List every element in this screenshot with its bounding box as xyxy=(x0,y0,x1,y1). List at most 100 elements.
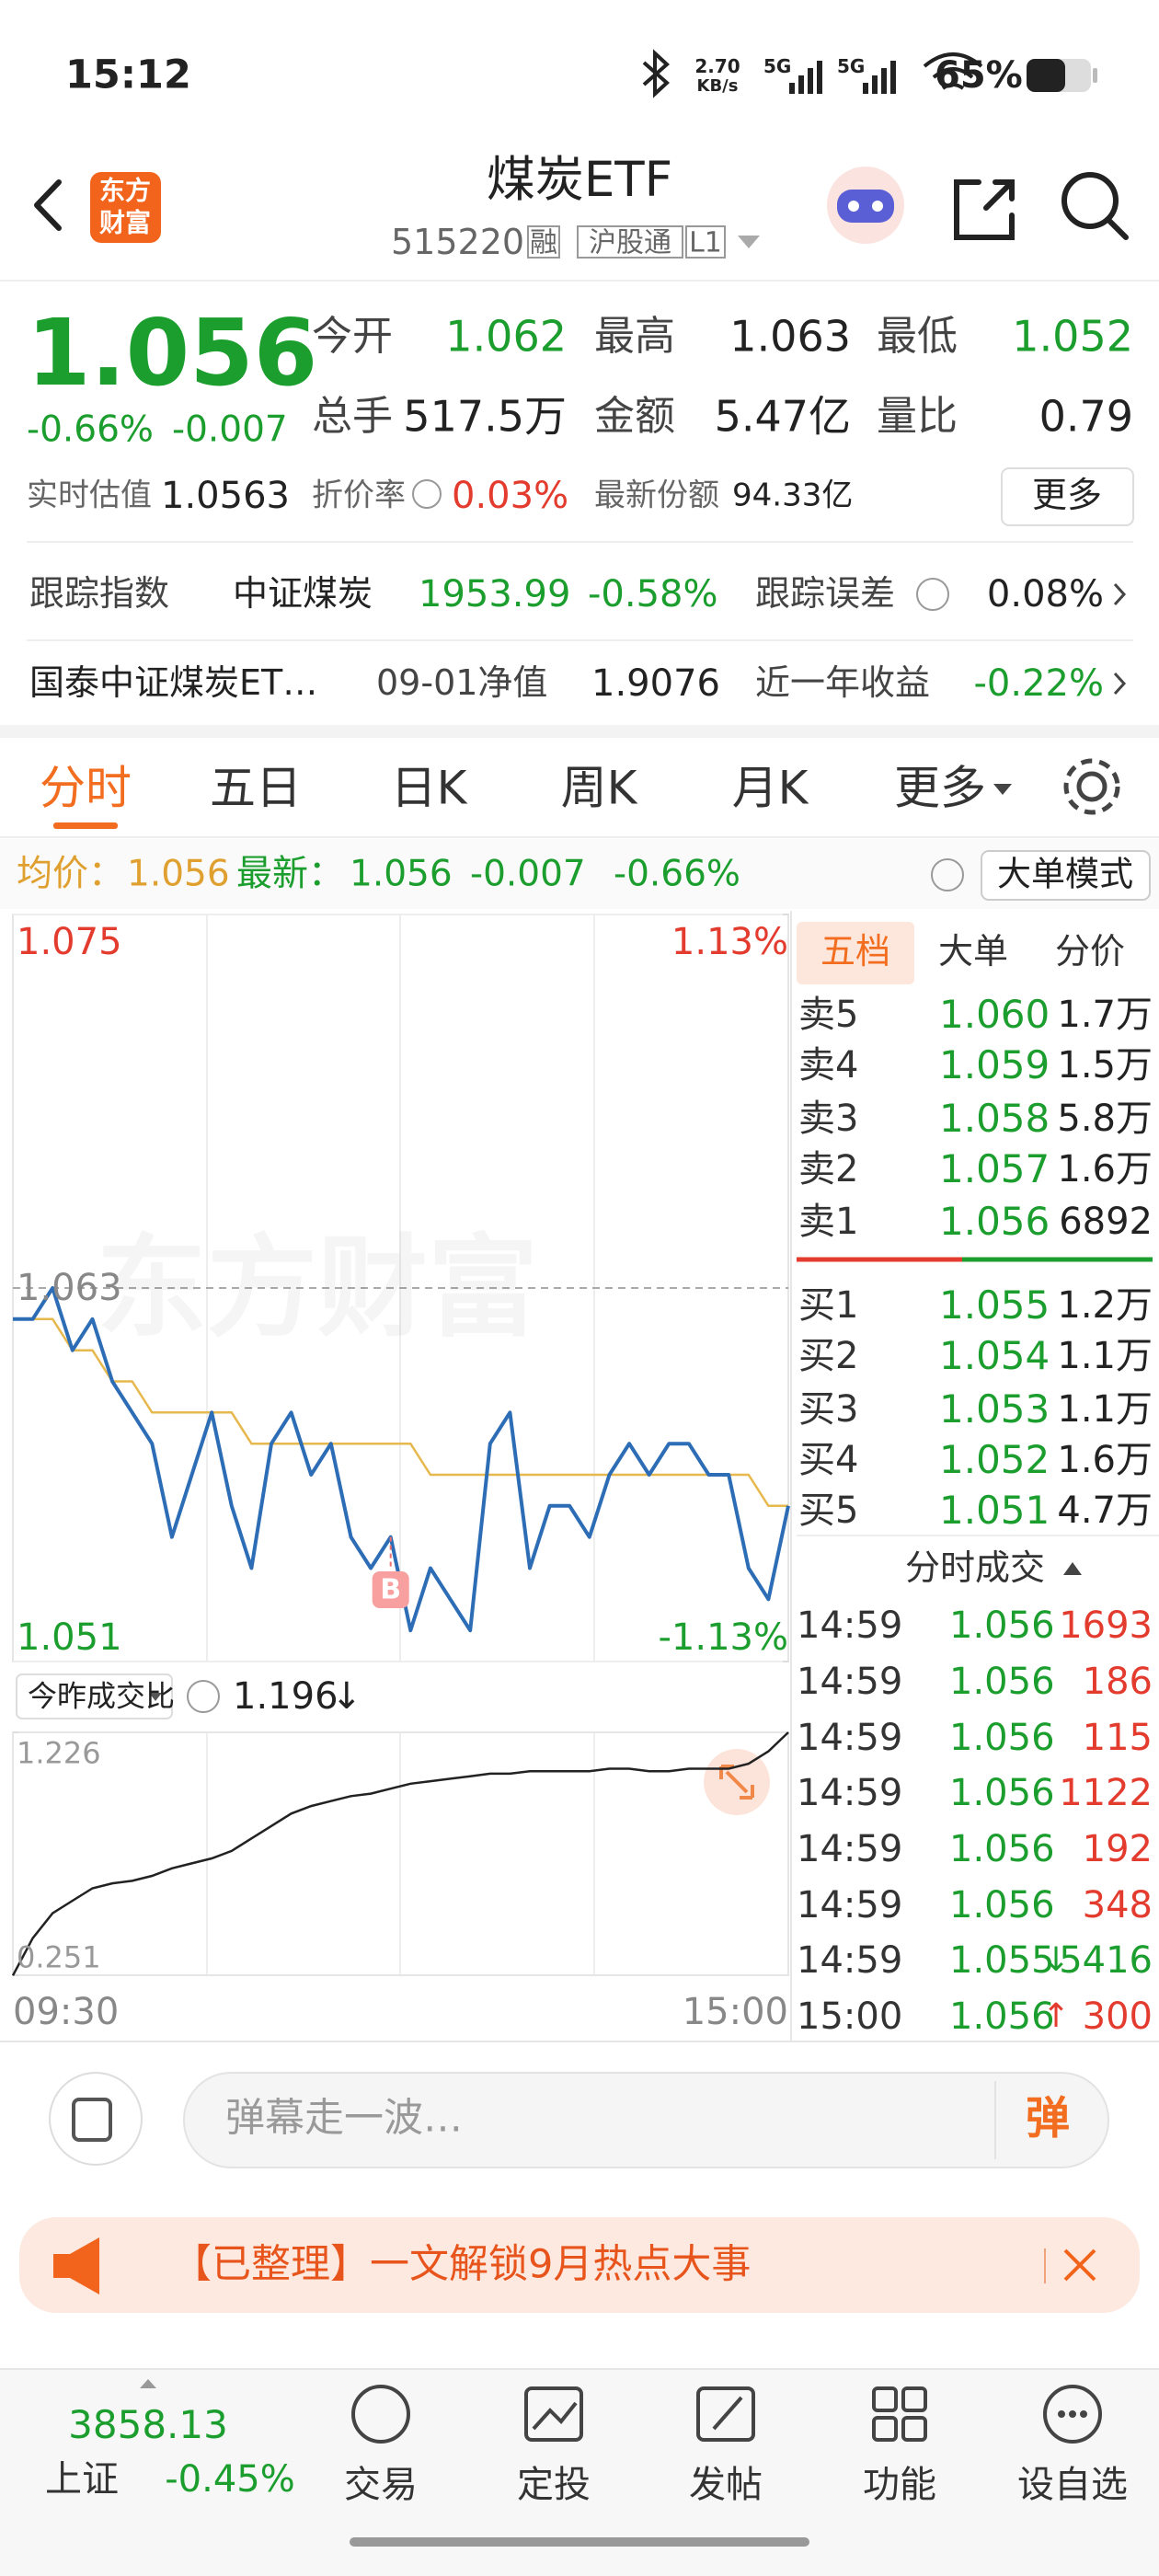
menu-icon-glyph xyxy=(72,2098,112,2142)
search-icon[interactable] xyxy=(1061,172,1129,240)
book-volume: 4.7万 xyxy=(1057,1489,1153,1532)
dropdown-arrow xyxy=(149,1693,162,1701)
comment-input[interactable] xyxy=(183,2072,1109,2168)
book-price: 1.053 xyxy=(939,1386,1050,1432)
banner-bg[interactable] xyxy=(19,2217,1140,2313)
tab[interactable]: 日K xyxy=(390,761,467,815)
nav-value: 1.9076 xyxy=(591,662,720,705)
net-speed: 2.70 xyxy=(694,55,740,77)
comment-placeholder[interactable]: 弹幕走一波… xyxy=(225,2095,463,2142)
index-change: -0.58% xyxy=(588,573,718,615)
tab[interactable]: 月K xyxy=(731,761,809,815)
stat-value: 0.03% xyxy=(452,475,569,517)
book-volume: 5.8万 xyxy=(1057,1098,1153,1140)
book-volume: 1.7万 xyxy=(1057,994,1153,1036)
help-icon[interactable] xyxy=(187,1680,220,1713)
collapse-arrow[interactable] xyxy=(1063,1562,1082,1575)
marker-badge xyxy=(372,1571,409,1608)
book-label: 买2 xyxy=(798,1335,859,1377)
nav-item[interactable]: 发帖 xyxy=(689,2464,763,2506)
row-label: 跟踪误差 xyxy=(755,573,896,615)
x-tick-label: 09:30 xyxy=(13,1991,120,2033)
settings-icon[interactable] xyxy=(1063,758,1120,815)
more-button[interactable]: 更多 xyxy=(1031,475,1103,516)
y-tick-label: 1.226 xyxy=(17,1735,101,1771)
trade-price: 1.056 xyxy=(949,1995,1055,2038)
clock: 15:12 xyxy=(65,52,191,98)
signal-label: 5G xyxy=(837,55,866,77)
y-tick-label: 1.063 xyxy=(17,1267,122,1309)
help-icon[interactable] xyxy=(931,858,964,891)
tab-underline xyxy=(53,822,118,829)
index-value: 3858.13 xyxy=(68,2401,228,2447)
book-label: 买3 xyxy=(798,1388,859,1431)
stock-code: 515220 xyxy=(391,222,525,263)
danmaku-button[interactable]: 弹 xyxy=(1025,2092,1071,2145)
avatar[interactable] xyxy=(827,167,904,244)
info-icon[interactable] xyxy=(412,479,442,509)
info-last: 1.056 xyxy=(350,853,453,895)
mode-button[interactable] xyxy=(981,850,1151,901)
more-button[interactable] xyxy=(1001,467,1134,526)
expand-icon[interactable] xyxy=(704,1749,770,1815)
help-icon[interactable] xyxy=(916,578,949,611)
nav-item[interactable]: 设自选 xyxy=(1017,2464,1128,2506)
tab[interactable]: 分时 xyxy=(40,761,132,815)
average-line xyxy=(13,1317,788,1508)
dropdown-arrow[interactable] xyxy=(738,236,760,248)
trade-arrow: ↓ xyxy=(1042,1941,1071,1980)
trade-arrow: ↑ xyxy=(1042,1997,1071,2036)
trade-price: 1.056 xyxy=(949,1828,1055,1870)
book-tab[interactable]: 五档 xyxy=(820,931,891,972)
ratio-dropdown[interactable] xyxy=(16,1673,173,1719)
tracking-error: 0.08% xyxy=(986,573,1104,615)
back-arrow[interactable] xyxy=(34,179,62,231)
trade-time: 14:59 xyxy=(797,1717,903,1759)
book-tab[interactable]: 大单 xyxy=(937,931,1009,972)
banner-text[interactable]: 【已整理】一文解锁9月热点大事 xyxy=(172,2241,752,2288)
stat-label: 最新份额 xyxy=(594,477,719,514)
vertical-grid xyxy=(206,914,595,1975)
index-value: 1953.99 xyxy=(419,573,571,615)
book-label: 卖5 xyxy=(798,994,859,1036)
section-gap xyxy=(0,725,1159,738)
stat-label: 金额 xyxy=(594,392,675,440)
signal-bars xyxy=(789,61,896,94)
y-tick-label: 1.051 xyxy=(17,1616,122,1659)
tab[interactable]: 五日 xyxy=(210,761,302,815)
trade-volume: 192 xyxy=(1082,1828,1153,1870)
nav-item[interactable]: 功能 xyxy=(863,2464,936,2506)
book-tab-active[interactable] xyxy=(797,922,914,984)
share-icon[interactable] xyxy=(954,179,1015,240)
stat-label: 折价率 xyxy=(312,477,406,514)
row-label: 近一年收益 xyxy=(755,662,931,704)
trade-time: 14:59 xyxy=(797,1939,903,1982)
book-tab[interactable]: 分价 xyxy=(1054,931,1126,972)
fund-name[interactable]: 国泰中证煤炭ET… xyxy=(29,662,318,704)
nav-item[interactable]: 交易 xyxy=(344,2464,418,2506)
tab[interactable]: 更多 xyxy=(894,761,986,815)
info-bar xyxy=(0,839,1159,909)
tab[interactable]: 周K xyxy=(560,761,637,815)
chart-title[interactable]: 今昨成交比 xyxy=(28,1678,176,1714)
stat-value: 1.052 xyxy=(1012,311,1133,362)
menu-icon[interactable] xyxy=(49,2072,143,2166)
book-label: 买1 xyxy=(798,1284,859,1327)
mode-button[interactable]: 大单模式 xyxy=(997,854,1133,894)
battery-icon xyxy=(1027,59,1097,92)
index-change: -0.45% xyxy=(165,2458,295,2501)
tab-dropdown[interactable] xyxy=(993,784,1012,795)
nav-item[interactable]: 定投 xyxy=(517,2464,591,2506)
book-label: 卖3 xyxy=(798,1098,859,1140)
ratio-line xyxy=(11,1731,789,1976)
change-pct: -0.66% xyxy=(27,408,154,451)
chevron xyxy=(1113,582,1127,606)
info-avg: 1.056 xyxy=(127,853,230,895)
trade-volume: 115 xyxy=(1082,1717,1153,1759)
index-name[interactable]: 中证煤炭 xyxy=(233,573,373,615)
close-icon[interactable] xyxy=(1063,2248,1096,2282)
stat-label: 总手 xyxy=(312,392,393,440)
current-arrow: ↓ xyxy=(331,1675,362,1718)
trades-title: 分时成交 xyxy=(904,1547,1046,1589)
